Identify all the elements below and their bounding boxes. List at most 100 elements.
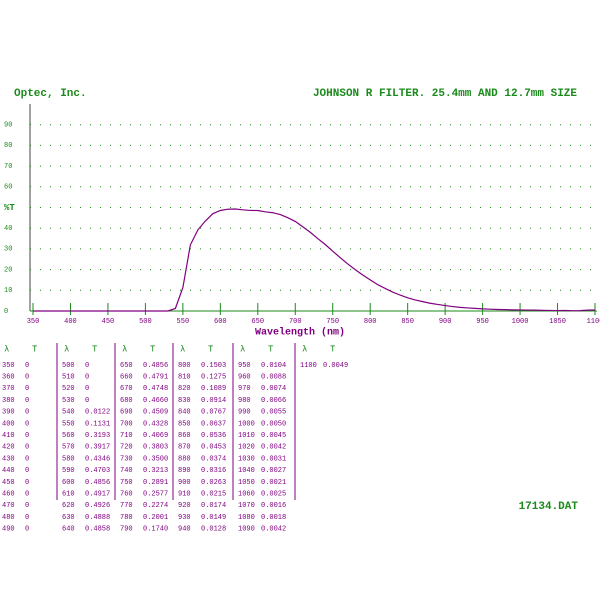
table-cell: 380	[2, 397, 15, 405]
table-cell: 0.0914	[201, 397, 226, 405]
table-cell: 710	[120, 432, 133, 440]
x-tick-label: 750	[326, 318, 339, 326]
table-cell: 820	[178, 385, 191, 393]
table-cell: 0.2001	[143, 514, 168, 522]
table-cell: 0.4791	[143, 374, 168, 382]
table-cell: 400	[2, 420, 15, 428]
table-header: T	[32, 344, 38, 354]
table-cell: 690	[120, 409, 133, 417]
table-cell: 1000	[238, 420, 255, 428]
x-tick-label: 400	[64, 318, 77, 326]
x-tick-label: 1100	[587, 318, 600, 326]
x-tick-label: 600	[214, 318, 227, 326]
table-cell: 1040	[238, 467, 255, 475]
table-cell: 940	[178, 526, 191, 534]
table-cell: 0.4856	[143, 362, 168, 370]
table-cell: 0.1503	[201, 362, 226, 370]
table-cell: 0.4917	[85, 491, 110, 499]
table-cell: 900	[178, 479, 191, 487]
table-cell: 0.1740	[143, 526, 168, 534]
table-cell: 0.0066	[261, 397, 286, 405]
table-cell: 370	[2, 385, 15, 393]
table-cell: 0	[25, 420, 29, 428]
table-cell: 0.0174	[201, 502, 226, 510]
table-cell: 1090	[238, 526, 255, 534]
table-cell: 680	[120, 397, 133, 405]
table-cell: 360	[2, 374, 15, 382]
table-cell: 0.0316	[201, 467, 226, 475]
x-tick-label: 450	[102, 318, 115, 326]
table-cell: 850	[178, 420, 191, 428]
table-cell: 0.0045	[261, 432, 286, 440]
table-cell: 0.2577	[143, 491, 168, 499]
x-tick-label: 900	[439, 318, 452, 326]
table-cell: 0	[25, 432, 29, 440]
y-tick-label: 80	[4, 142, 12, 150]
table-cell: 670	[120, 385, 133, 393]
company: Optec, Inc.	[14, 88, 87, 100]
table-header: λ	[302, 344, 307, 354]
table-cell: 0	[25, 491, 29, 499]
table-cell: 950	[238, 362, 251, 370]
table-cell: 0.3500	[143, 455, 168, 463]
table-cell: 0.0637	[201, 420, 226, 428]
table-cell: 0	[25, 385, 29, 393]
table-cell: 0.1089	[201, 385, 226, 393]
table-cell: 0	[25, 502, 29, 510]
table-cell: 0.4346	[85, 455, 110, 463]
table-cell: 0	[25, 514, 29, 522]
table-cell: 700	[120, 420, 133, 428]
table-cell: 0.0374	[201, 455, 226, 463]
table-cell: 830	[178, 397, 191, 405]
table-cell: 0.0263	[201, 479, 226, 487]
table-cell: 580	[62, 455, 75, 463]
table-cell: 0.4858	[85, 526, 110, 534]
curve	[33, 208, 596, 312]
x-tick-label: 500	[139, 318, 152, 326]
table-cell: 350	[2, 362, 15, 370]
table-cell: 0.2891	[143, 479, 168, 487]
table-cell: 960	[238, 374, 251, 382]
table-cell: 480	[2, 514, 15, 522]
table-cell: 730	[120, 455, 133, 463]
table-cell: 540	[62, 409, 75, 417]
table-cell: 800	[178, 362, 191, 370]
table-cell: 620	[62, 502, 75, 510]
table-cell: 450	[2, 479, 15, 487]
table-cell: 770	[120, 502, 133, 510]
table-cell: 390	[2, 409, 15, 417]
y-tick-label: 0	[4, 308, 8, 316]
table-cell: 550	[62, 420, 75, 428]
table-cell: 0.0536	[201, 432, 226, 440]
table-cell: 1060	[238, 491, 255, 499]
table-cell: 860	[178, 432, 191, 440]
table-cell: 650	[120, 362, 133, 370]
table-header: T	[330, 344, 336, 354]
x-tick-label: 700	[289, 318, 302, 326]
table-cell: 490	[2, 526, 15, 534]
table-cell: 0.4660	[143, 397, 168, 405]
table-cell: 610	[62, 491, 75, 499]
y-tick-label: %T	[4, 203, 15, 213]
table-cell: 440	[2, 467, 15, 475]
table-cell: 0.0088	[261, 374, 286, 382]
table-cell: 720	[120, 444, 133, 452]
table-cell: 0.4328	[143, 420, 168, 428]
table-cell: 890	[178, 467, 191, 475]
table-cell: 460	[2, 491, 15, 499]
table-cell: 870	[178, 444, 191, 452]
table-cell: 0.4748	[143, 385, 168, 393]
x-tick-label: 650	[251, 318, 264, 326]
table-cell: 0.0021	[261, 479, 286, 487]
table-cell: 410	[2, 432, 15, 440]
x-axis-label: Wavelength (nm)	[255, 327, 345, 339]
table-cell: 1080	[238, 514, 255, 522]
table-cell: 0.0025	[261, 491, 286, 499]
table-cell: 510	[62, 374, 75, 382]
table-cell: 520	[62, 385, 75, 393]
table-cell: 590	[62, 467, 75, 475]
table-cell: 0.0049	[323, 362, 348, 370]
table-cell: 0.3803	[143, 444, 168, 452]
table-cell: 0	[25, 409, 29, 417]
